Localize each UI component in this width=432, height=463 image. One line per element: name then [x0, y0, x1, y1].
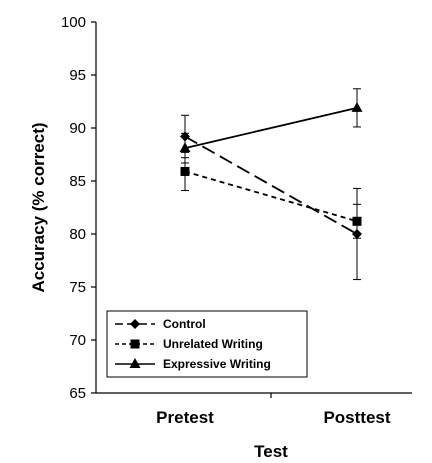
y-tick-label: 100 — [61, 14, 86, 31]
legend-entry: Unrelated Writing — [115, 337, 263, 351]
series-unrelated-writing — [180, 151, 362, 239]
legend-marker — [130, 339, 140, 349]
legend-label: Unrelated Writing — [163, 337, 263, 351]
y-axis-ticks: 65 70 75 80 85 90 95 100 — [61, 14, 96, 402]
plot-area: 65 70 75 80 85 90 95 100 Pretest Posttest — [61, 14, 412, 427]
legend-entry: Expressive Writing — [115, 357, 271, 371]
y-axis-title: Accuracy (% correct) — [29, 122, 48, 292]
series-expressive-writing — [179, 88, 363, 164]
y-tick-label: 90 — [69, 120, 86, 137]
series-control — [180, 114, 362, 281]
data-point — [351, 101, 363, 112]
series-layer — [179, 88, 363, 281]
series-line — [184, 106, 358, 150]
y-tick-label: 70 — [69, 332, 86, 349]
series-line — [184, 135, 358, 235]
y-tick-label: 80 — [69, 226, 86, 243]
legend-entries: Control Unrelated Writing Expressive Writi… — [115, 317, 271, 371]
x-axis-categories: Pretest Posttest — [156, 393, 391, 427]
legend-entry: Control — [115, 317, 206, 331]
data-point — [180, 166, 190, 176]
y-tick-label: 85 — [69, 173, 86, 190]
legend-label: Control — [163, 317, 206, 331]
legend: Control Unrelated Writing Expressive Writi… — [106, 310, 308, 378]
series-line — [184, 170, 358, 223]
y-tick-label: 65 — [69, 385, 86, 402]
legend-box — [106, 310, 308, 378]
x-category-label: Pretest — [156, 408, 214, 427]
data-point — [352, 216, 362, 226]
x-axis-title: Test — [254, 442, 288, 461]
legend-marker — [129, 358, 141, 368]
legend-marker — [130, 319, 140, 329]
y-tick-label: 75 — [69, 279, 86, 296]
legend-label: Expressive Writing — [163, 357, 271, 371]
y-tick-label: 95 — [69, 67, 86, 84]
data-point — [179, 142, 191, 153]
x-category-label: Posttest — [323, 408, 390, 427]
